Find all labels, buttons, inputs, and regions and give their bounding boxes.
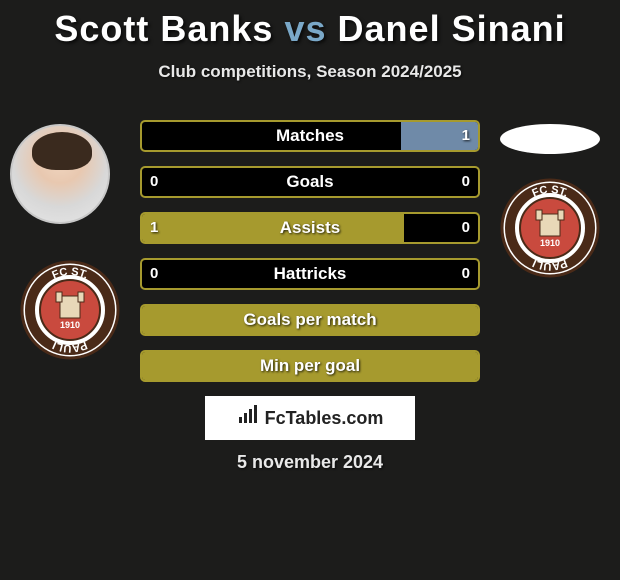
stat-value-right: 0 — [462, 214, 470, 242]
stat-value-left: 0 — [150, 168, 158, 196]
player2-avatar-placeholder — [500, 124, 600, 154]
stat-row: Matches1 — [140, 120, 480, 152]
snapshot-date: 5 november 2024 — [0, 452, 620, 473]
stat-value-right: 0 — [462, 168, 470, 196]
player1-club-badge: FC ST. PAULI 1910 — [20, 260, 120, 360]
stat-value-left: 0 — [150, 260, 158, 288]
stat-value-right: 0 — [462, 260, 470, 288]
stat-value-left: 1 — [150, 214, 158, 242]
player2-name: Danel Sinani — [338, 8, 566, 49]
watermark: FcTables.com — [205, 396, 415, 440]
stat-label: Matches — [142, 122, 478, 150]
svg-text:1910: 1910 — [540, 238, 560, 248]
player1-name: Scott Banks — [54, 8, 273, 49]
comparison-title: Scott Banks vs Danel Sinani — [0, 0, 620, 50]
player1-avatar — [10, 124, 110, 224]
vs-label: vs — [284, 8, 326, 49]
stat-row: Goals0 0 — [140, 166, 480, 198]
stat-label: Goals — [142, 168, 478, 196]
stat-row: Goals per match — [140, 304, 480, 336]
svg-text:1910: 1910 — [60, 320, 80, 330]
stat-value-right: 1 — [462, 122, 470, 150]
stat-row: Min per goal — [140, 350, 480, 382]
stat-row: Hattricks0 0 — [140, 258, 480, 290]
stat-label: Hattricks — [142, 260, 478, 288]
stat-label: Assists — [142, 214, 478, 242]
stat-row: Assists1 0 — [140, 212, 480, 244]
watermark-text: FcTables.com — [265, 408, 384, 429]
season-subtitle: Club competitions, Season 2024/2025 — [0, 62, 620, 82]
player2-club-badge: FC ST. PAULI 1910 — [500, 178, 600, 278]
stat-label: Min per goal — [142, 352, 478, 380]
watermark-chart-icon — [237, 405, 259, 431]
stat-rows-container: Matches1Goals00Assists10Hattricks00Goals… — [140, 120, 480, 396]
stat-label: Goals per match — [142, 306, 478, 334]
